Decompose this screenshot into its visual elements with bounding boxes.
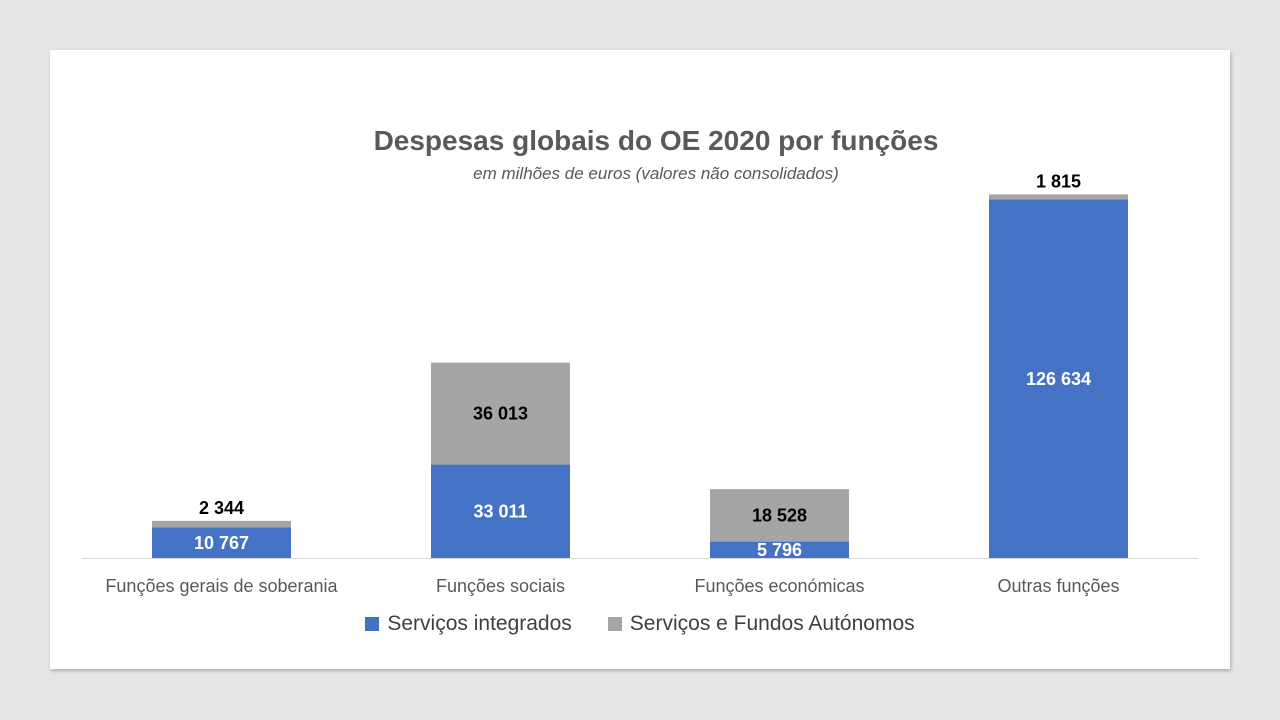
bar-servicos-fundos-autonomos	[431, 362, 570, 465]
legend-label: Serviços integrados	[387, 612, 572, 635]
bar-servicos-fundos-autonomos	[989, 194, 1128, 200]
data-label-servicos-integrados: 33 011	[473, 501, 527, 521]
bar-servicos-integrados	[710, 541, 849, 558]
legend-label: Serviços e Fundos Autónomos	[629, 612, 915, 635]
legend-item-servicos-fundos-autonomos: Serviços e Fundos Autónomos	[607, 612, 915, 636]
data-label-servicos-fundos-autonomos: 1 815	[1036, 171, 1081, 191]
legend-swatch-servicos-fundos-autonomos	[607, 617, 622, 631]
bar-servicos-fundos-autonomos	[710, 489, 849, 542]
category-label: Funções gerais de soberania	[105, 576, 338, 596]
category-label: Funções económicas	[694, 576, 864, 596]
data-label-servicos-integrados: 126 634	[1026, 369, 1091, 389]
chart-plot: 10 767 2 344 Funções gerais de soberania 33…	[82, 171, 1198, 596]
bar-servicos-integrados	[431, 464, 570, 558]
legend-swatch-servicos-integrados	[365, 617, 380, 631]
bar-servicos-integrados	[989, 199, 1128, 558]
data-label-servicos-fundos-autonomos: 2 344	[199, 498, 244, 518]
bar-servicos-fundos-autonomos	[152, 520, 291, 528]
data-label-servicos-fundos-autonomos: 36 013	[473, 404, 528, 424]
data-label-servicos-integrados: 5 796	[757, 540, 802, 560]
chart-title: Despesas globais do OE 2020 por funções	[373, 125, 939, 156]
data-label-servicos-integrados: 10 767	[194, 533, 249, 553]
legend-item-servicos-integrados: Serviços integrados	[365, 612, 572, 636]
slide: Despesas globais do OE 2020 por funções …	[50, 50, 1230, 669]
bar-servicos-integrados	[152, 527, 291, 558]
data-label-servicos-fundos-autonomos: 18 528	[752, 505, 807, 525]
chart-legend: Serviços integrados Serviços e Fundos Au…	[50, 612, 1230, 636]
chart-subtitle: em milhões de euros (valores não consoli…	[473, 164, 839, 183]
category-label: Funções sociais	[436, 576, 565, 596]
category-label: Outras funções	[997, 576, 1119, 596]
